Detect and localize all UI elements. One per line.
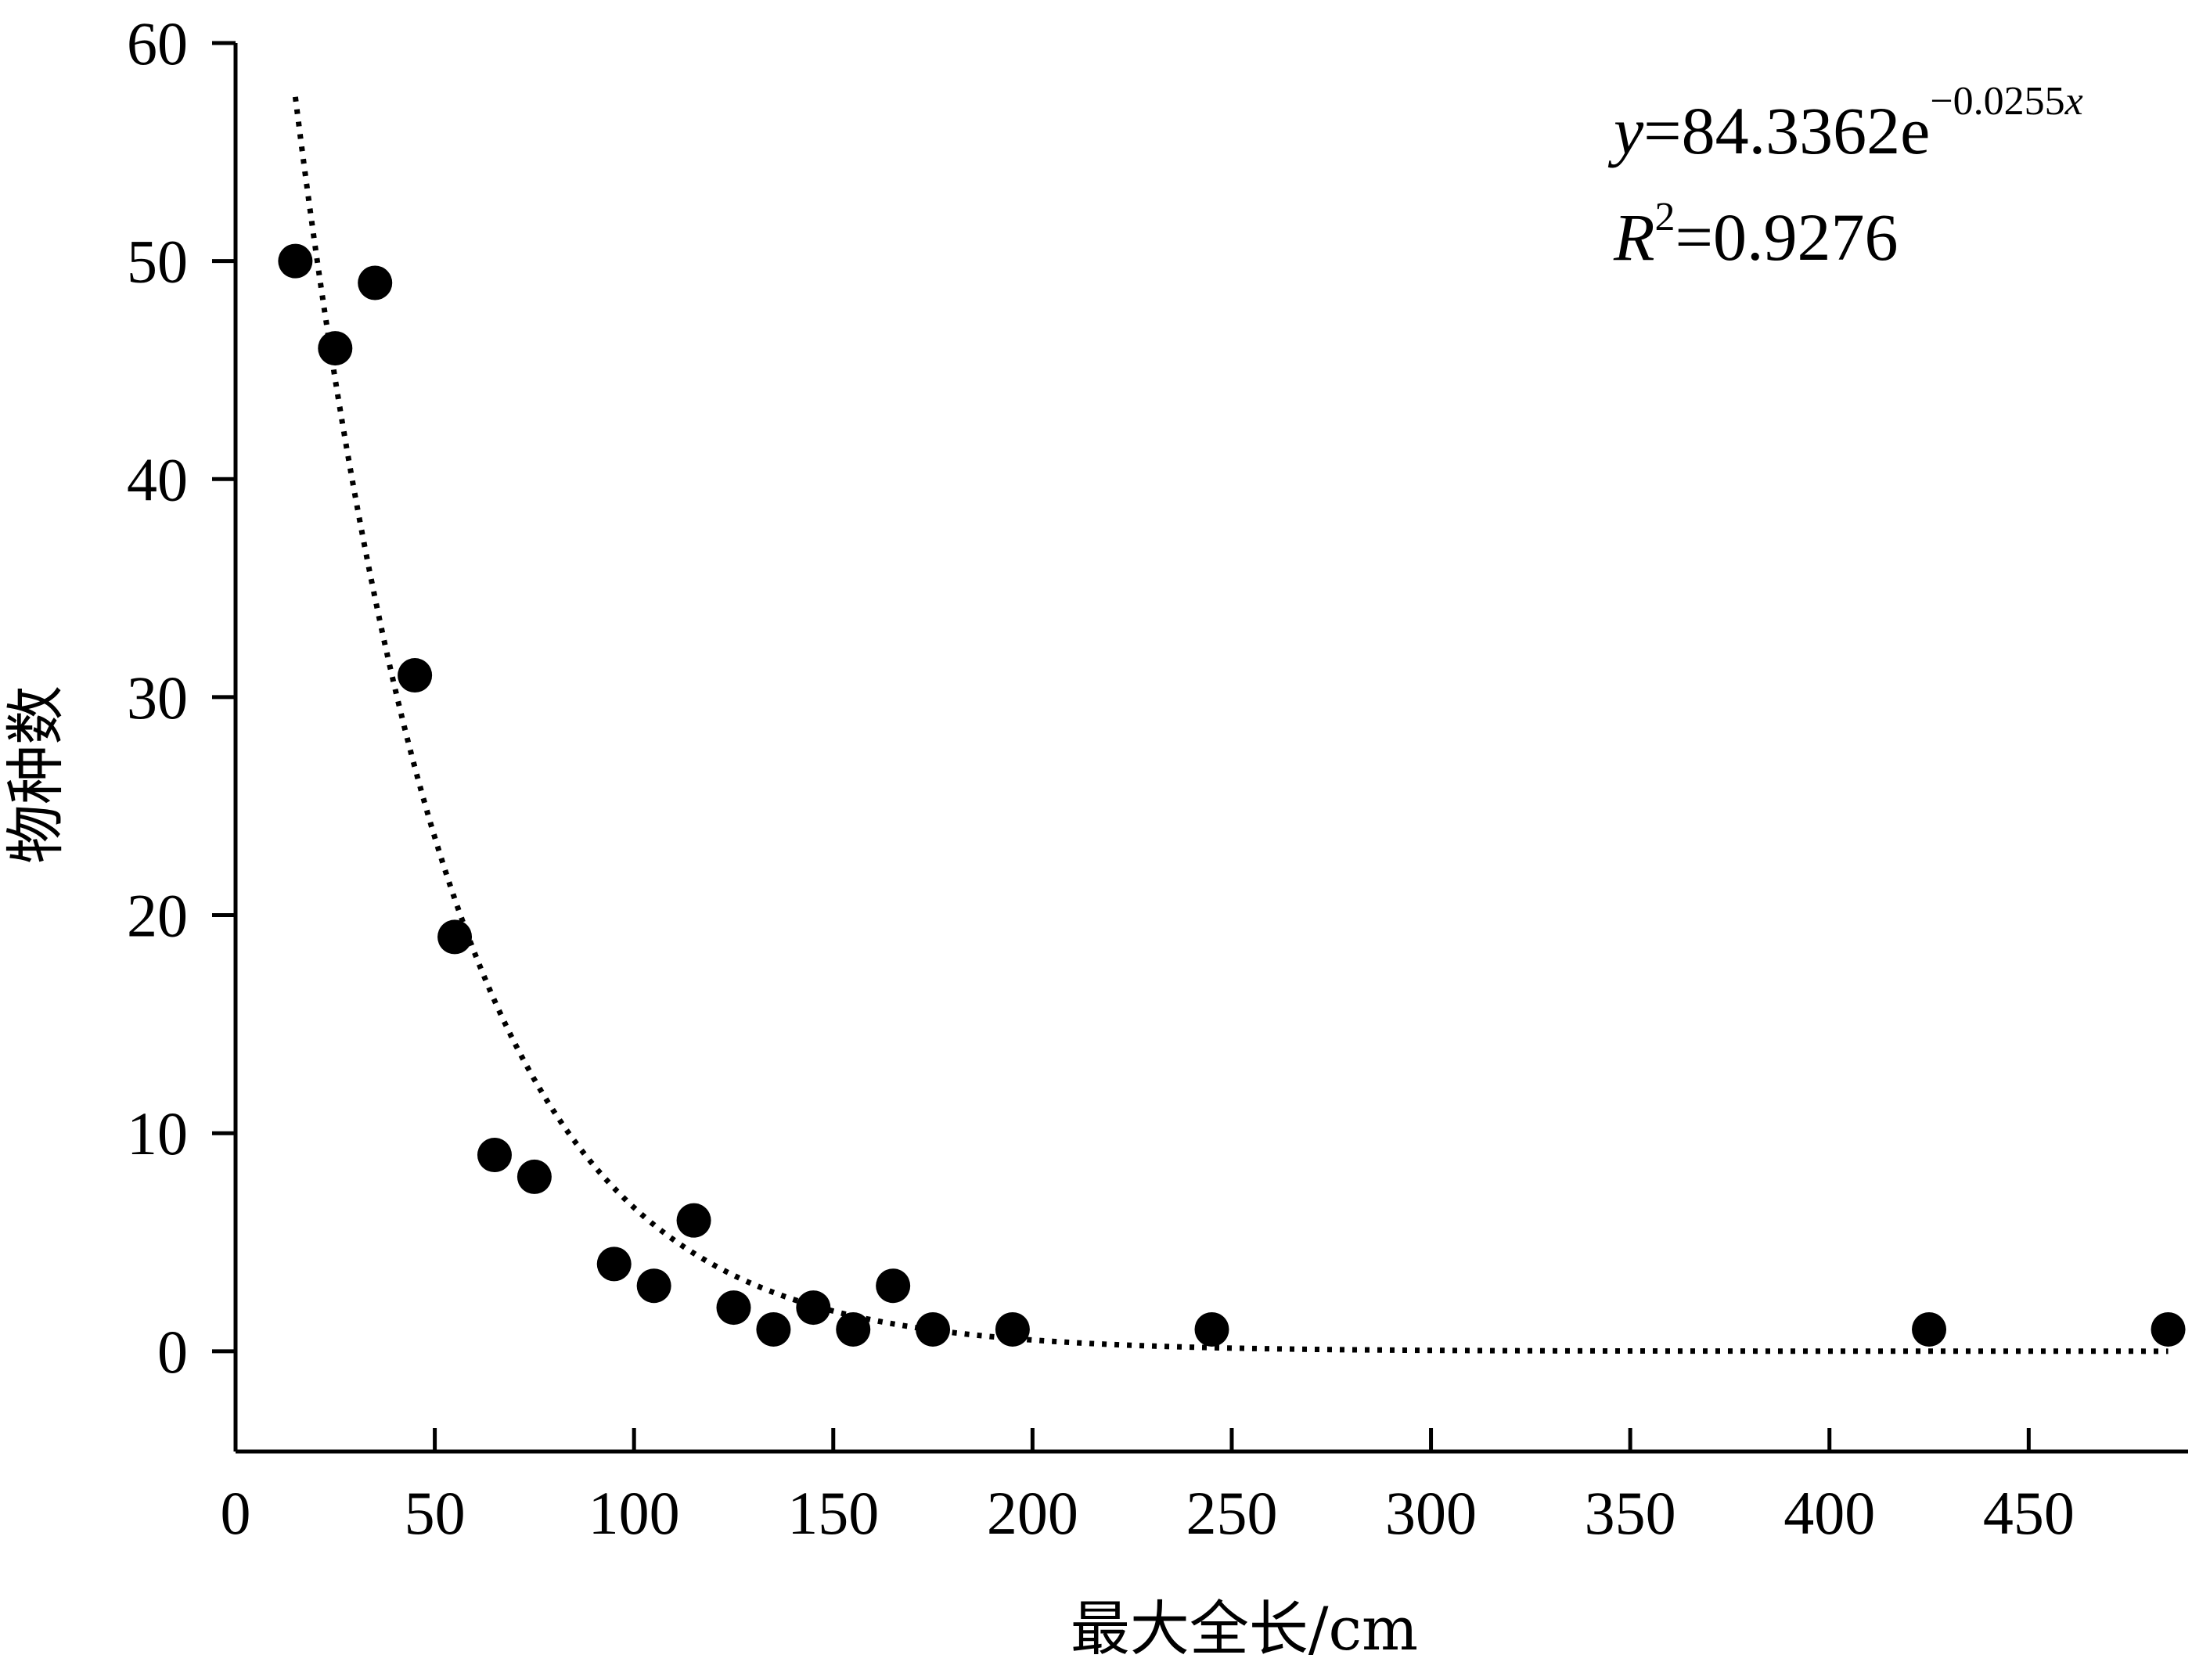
y-axis-title: 物种数 [1,685,70,864]
data-point [1912,1311,1947,1347]
x-tick-label: 200 [987,1479,1078,1547]
equation-exponent-value: −0.0255 [1930,79,2064,124]
x-axis-title: 最大全长/cm [1071,1594,1418,1664]
data-point [477,1138,512,1173]
r-squared-symbol: R [1613,200,1655,275]
r-squared-superscript: 2 [1655,195,1675,239]
data-point [876,1268,911,1304]
y-tick-label: 30 [127,664,188,732]
x-tick-label: 400 [1783,1479,1875,1547]
x-tick-label: 350 [1585,1479,1676,1547]
x-tick-label: 150 [787,1479,879,1547]
x-tick-label: 250 [1186,1479,1277,1547]
x-axis-ticks: 0 50 100 150 200 250 300 350 400 450 [221,1428,2075,1547]
r-squared-label: R2=0.9276 [1613,195,1899,275]
y-axis-ticks: 0 10 20 30 40 50 60 [127,9,236,1386]
data-point [318,331,353,366]
y-tick-label: 50 [127,228,188,296]
data-point [1194,1311,1229,1347]
data-point [398,658,433,693]
trend-equation: y=84.3362e−0.0255x [1607,79,2083,168]
data-point [916,1311,951,1347]
data-point [676,1203,711,1238]
axes [233,43,2188,1454]
data-point [278,243,313,279]
data-point [716,1290,751,1326]
exponential-trendline [292,96,2169,1354]
equation-exponent-variable: x [2064,79,2083,124]
y-tick-label: 0 [157,1318,188,1386]
data-point [358,265,393,300]
data-points [278,243,2186,1347]
x-tick-label: 100 [588,1479,680,1547]
data-point [596,1247,632,1282]
equation-body: =84.3362e [1643,93,1930,168]
data-point [836,1311,871,1347]
data-point [756,1311,791,1347]
r-squared-value: =0.9276 [1675,200,1899,275]
data-point [2151,1311,2186,1347]
data-point [437,919,473,955]
data-point [517,1159,552,1194]
x-tick-label: 0 [221,1479,251,1547]
x-tick-label: 300 [1385,1479,1477,1547]
x-tick-label: 50 [405,1479,466,1547]
y-tick-label: 60 [127,9,188,77]
y-tick-label: 20 [127,882,188,950]
data-point [796,1290,831,1326]
trendline-group [292,96,2169,1354]
data-point [995,1311,1030,1347]
y-tick-label: 40 [127,445,188,513]
x-tick-label: 450 [1983,1479,2075,1547]
equation-y-symbol: y [1607,93,1644,168]
y-tick-label: 10 [127,1099,188,1167]
data-point [636,1268,671,1304]
